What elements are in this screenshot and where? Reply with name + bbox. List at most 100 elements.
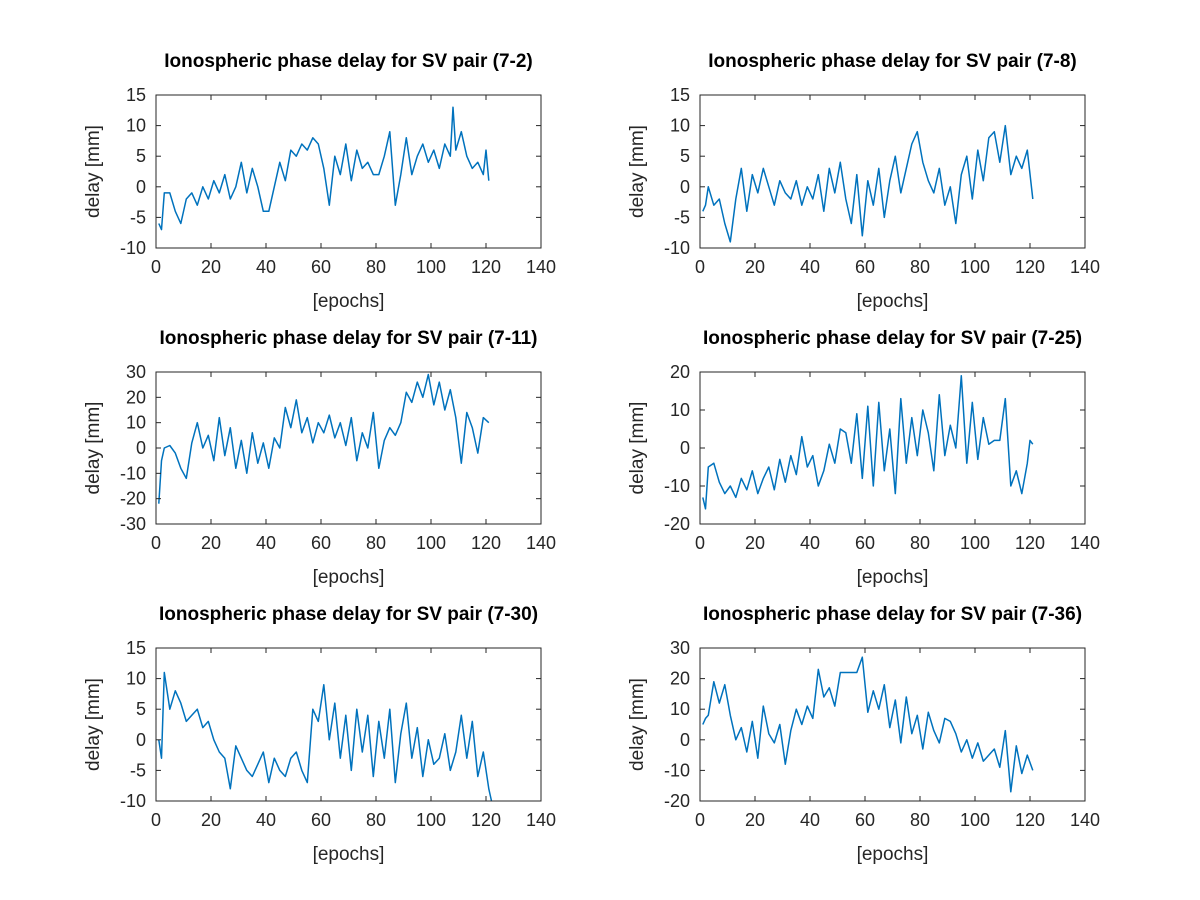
- y-tick-label: -20: [664, 791, 690, 811]
- chart-title: Ionospheric phase delay for SV pair (7-2…: [164, 51, 533, 72]
- x-tick-label: 100: [416, 810, 446, 830]
- y-tick-label: -10: [664, 238, 690, 258]
- y-tick-label: 0: [680, 438, 690, 458]
- y-tick-label: 10: [126, 669, 146, 689]
- x-tick-label: 40: [800, 533, 820, 553]
- x-tick-label: 60: [855, 257, 875, 277]
- x-tick-label: 120: [471, 533, 501, 553]
- y-tick-label: -10: [120, 238, 146, 258]
- series-line-1: [702, 124, 1034, 243]
- x-tick-label: 0: [695, 810, 705, 830]
- x-tick-label: 80: [910, 533, 930, 553]
- y-tick-label: 0: [680, 177, 690, 197]
- x-tick-label: 100: [960, 257, 990, 277]
- x-tick-label: 80: [366, 533, 386, 553]
- series-line-1: [158, 106, 490, 231]
- x-tick-label: 0: [151, 810, 161, 830]
- y-tick-label: 0: [136, 177, 146, 197]
- x-tick-label: 0: [151, 257, 161, 277]
- x-tick-label: 20: [745, 257, 765, 277]
- y-tick-label: 20: [670, 669, 690, 689]
- axes-box: [155, 647, 542, 802]
- series-line-1: [702, 656, 1034, 793]
- y-tick-label: 10: [126, 116, 146, 136]
- y-axis-label: delay [mm]: [83, 125, 104, 218]
- chart-panel-1: Ionospheric phase delay for SV pair (7-2…: [83, 51, 556, 312]
- x-tick-label: 40: [256, 533, 276, 553]
- y-tick-label: 0: [680, 730, 690, 750]
- chart-panel-3: Ionospheric phase delay for SV pair (7-1…: [83, 328, 556, 588]
- y-tick-label: -5: [674, 207, 690, 227]
- x-axis-label: [epochs]: [313, 291, 385, 312]
- series-line-1: [702, 375, 1034, 510]
- x-tick-label: 20: [201, 257, 221, 277]
- x-tick-label: 0: [695, 257, 705, 277]
- y-tick-label: 10: [126, 413, 146, 433]
- x-tick-label: 60: [855, 533, 875, 553]
- x-tick-label: 120: [471, 810, 501, 830]
- x-tick-label: 20: [201, 533, 221, 553]
- y-tick-label: 30: [670, 638, 690, 658]
- x-tick-label: 80: [366, 810, 386, 830]
- y-tick-label: -10: [120, 463, 146, 483]
- axes-box: [155, 94, 542, 249]
- y-axis-label: delay [mm]: [627, 402, 648, 495]
- y-tick-label: -10: [664, 760, 690, 780]
- x-tick-label: 120: [1015, 810, 1045, 830]
- y-axis-label: delay [mm]: [627, 125, 648, 218]
- y-tick-label: 15: [670, 85, 690, 105]
- chart-panel-2: Ionospheric phase delay for SV pair (7-8…: [627, 51, 1100, 312]
- x-tick-label: 140: [526, 810, 556, 830]
- x-tick-label: 140: [1070, 810, 1100, 830]
- chart-title: Ionospheric phase delay for SV pair (7-8…: [708, 51, 1077, 72]
- x-tick-label: 40: [256, 257, 276, 277]
- x-tick-label: 60: [311, 257, 331, 277]
- x-tick-label: 40: [800, 810, 820, 830]
- x-tick-label: 80: [910, 810, 930, 830]
- x-tick-label: 100: [416, 257, 446, 277]
- y-tick-label: 5: [680, 146, 690, 166]
- y-axis-label: delay [mm]: [83, 402, 104, 495]
- x-tick-label: 120: [1015, 533, 1045, 553]
- y-tick-label: -5: [130, 760, 146, 780]
- chart-title: Ionospheric phase delay for SV pair (7-3…: [703, 604, 1082, 625]
- x-tick-label: 20: [745, 810, 765, 830]
- x-tick-label: 120: [1015, 257, 1045, 277]
- chart-panel-4: Ionospheric phase delay for SV pair (7-2…: [627, 328, 1100, 588]
- series-line-1: [158, 373, 490, 504]
- x-axis-label: [epochs]: [313, 844, 385, 865]
- y-tick-label: -20: [120, 489, 146, 509]
- x-tick-label: 60: [855, 810, 875, 830]
- y-tick-label: 20: [670, 362, 690, 382]
- x-tick-label: 140: [526, 533, 556, 553]
- x-tick-label: 60: [311, 533, 331, 553]
- y-tick-label: 5: [136, 699, 146, 719]
- x-tick-label: 140: [1070, 533, 1100, 553]
- chart-title: Ionospheric phase delay for SV pair (7-1…: [159, 328, 537, 349]
- y-tick-label: 0: [136, 438, 146, 458]
- x-tick-label: 20: [745, 533, 765, 553]
- axes-box: [699, 647, 1086, 802]
- chart-panel-5: Ionospheric phase delay for SV pair (7-3…: [83, 604, 556, 865]
- y-tick-label: 10: [670, 400, 690, 420]
- chart-panel-6: Ionospheric phase delay for SV pair (7-3…: [627, 604, 1100, 865]
- x-axis-label: [epochs]: [857, 291, 929, 312]
- x-axis-label: [epochs]: [857, 567, 929, 588]
- y-axis-label: delay [mm]: [627, 678, 648, 771]
- x-tick-label: 0: [151, 533, 161, 553]
- chart-title: Ionospheric phase delay for SV pair (7-3…: [159, 604, 538, 625]
- x-tick-label: 100: [960, 810, 990, 830]
- y-tick-label: 5: [136, 146, 146, 166]
- x-tick-label: 140: [526, 257, 556, 277]
- x-axis-label: [epochs]: [313, 567, 385, 588]
- x-tick-label: 0: [695, 533, 705, 553]
- x-tick-label: 120: [471, 257, 501, 277]
- series-line-1: [158, 671, 493, 802]
- x-tick-label: 80: [910, 257, 930, 277]
- chart-title: Ionospheric phase delay for SV pair (7-2…: [703, 328, 1082, 349]
- x-tick-label: 100: [960, 533, 990, 553]
- x-tick-label: 140: [1070, 257, 1100, 277]
- x-tick-label: 40: [800, 257, 820, 277]
- y-axis-label: delay [mm]: [83, 678, 104, 771]
